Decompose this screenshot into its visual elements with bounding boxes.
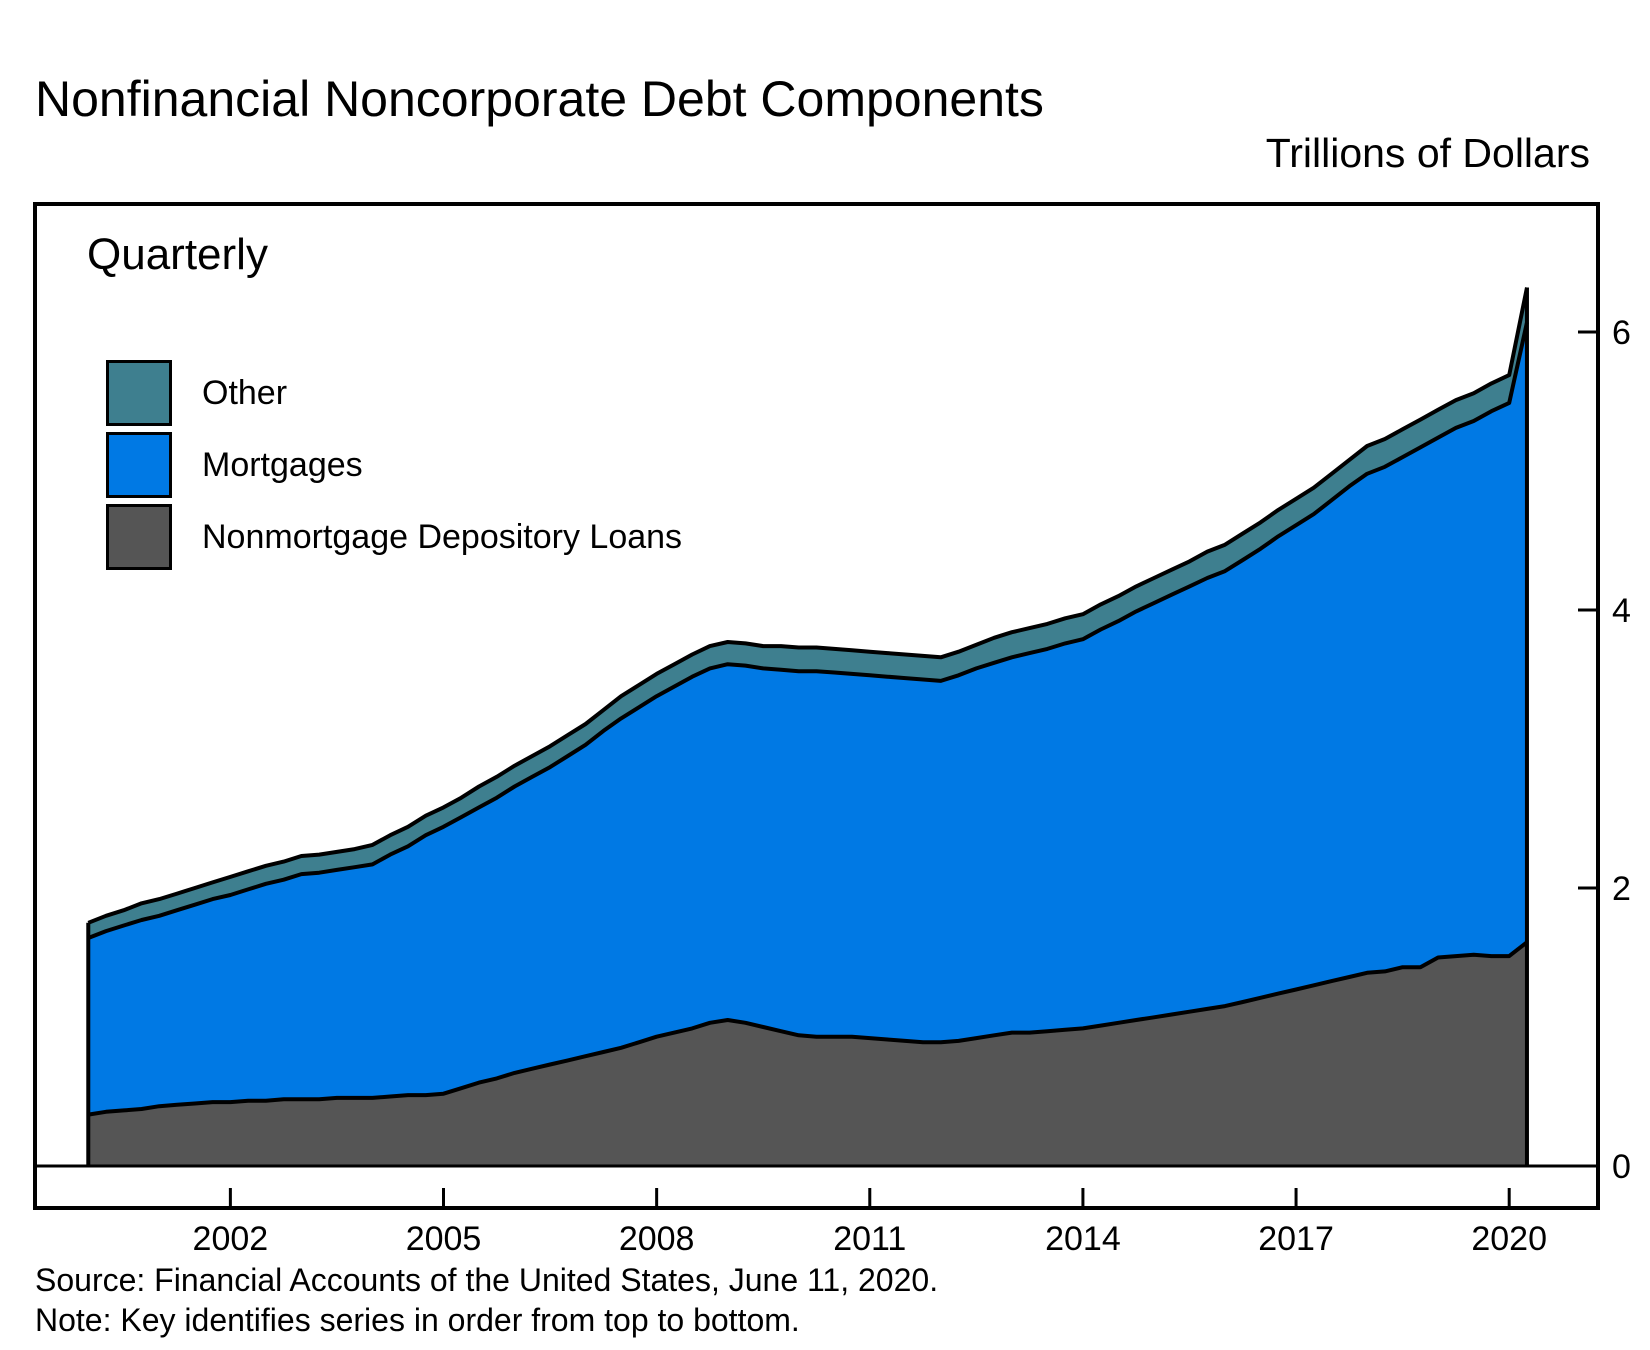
plot-frame [33,202,1600,1210]
chart-axes: 0 2 4 6 2002 2005 2008 2011 2014 2017 2020 [33,202,1631,1258]
x-tick-label: 2002 [193,1220,269,1258]
x-tick-label: 2005 [406,1220,482,1258]
stacked-areas [86,287,1529,1166]
area-mortgages-edge [87,321,1529,940]
y-tick-label: 4 [1612,592,1631,630]
x-tick-label: 2011 [833,1220,906,1258]
key-note: Note: Key identifies series in order fro… [35,1302,800,1338]
area-nonmortgage-depository-loans [88,942,1527,1166]
x-tick-label: 2014 [1045,1220,1121,1258]
legend-label-nonmortgage: Nonmortgage Depository Loans [202,518,683,556]
frequency-label: Quarterly [87,230,268,279]
legend-swatch-other [106,360,172,426]
source-note: Source: Financial Accounts of the United… [35,1262,939,1298]
area-mortgages [88,322,1527,1115]
y-tick-label: 2 [1612,870,1631,908]
legend-label-other: Other [202,374,288,412]
legend-swatch-mortgages [106,432,172,498]
legend-swatch-nonmortgage [106,504,172,570]
x-tick-label: 2008 [619,1220,695,1258]
y-axis-units-label: Trillions of Dollars [1265,130,1590,176]
legend-item-nonmortgage: Nonmortgage Depository Loans [106,504,806,572]
chart-title: Nonfinancial Noncorporate Debt Component… [35,71,1044,127]
x-tick-label: 2017 [1258,1220,1334,1258]
y-tick-label: 6 [1612,314,1631,352]
legend-item-other: Other [106,360,806,428]
legend-item-mortgages: Mortgages [106,432,806,500]
area-other-edge [87,287,1529,925]
y-tick-label: 0 [1612,1148,1631,1186]
x-tick-label: 2020 [1471,1220,1547,1258]
area-nonmortgage-depository-loans-edge [87,940,1529,1117]
legend-label-mortgages: Mortgages [202,446,363,484]
